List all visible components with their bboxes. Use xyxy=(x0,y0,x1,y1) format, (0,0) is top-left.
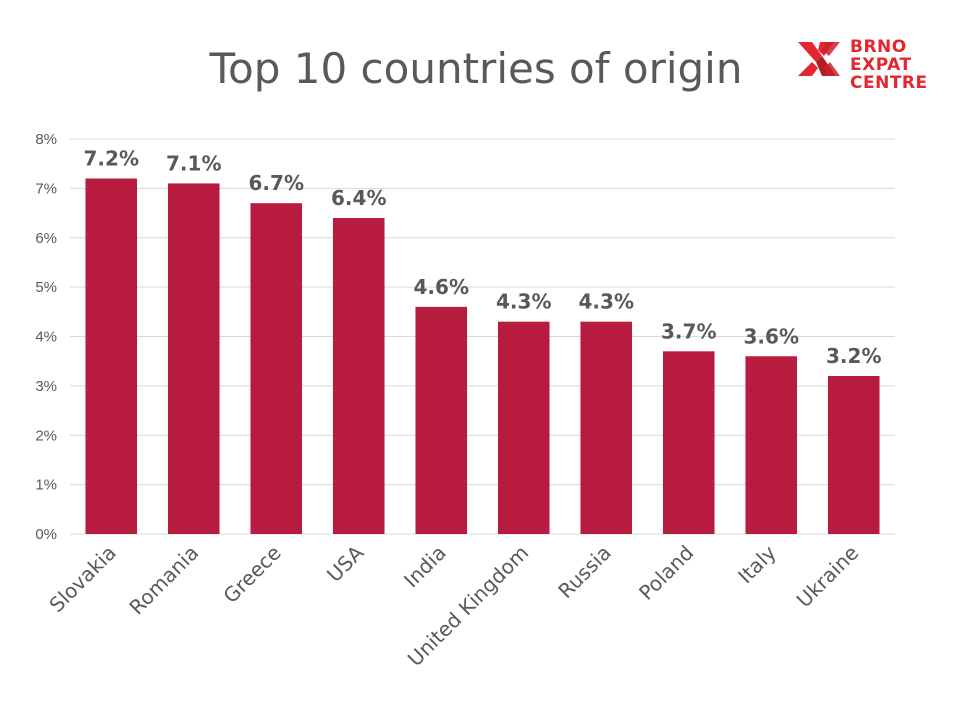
bar xyxy=(415,306,468,534)
y-tick-label: 3% xyxy=(35,378,57,395)
bar xyxy=(827,376,880,534)
x-tick-label: Romania xyxy=(124,541,203,620)
data-label: 4.3% xyxy=(496,290,551,314)
data-label: 7.2% xyxy=(84,147,139,171)
data-label: 6.4% xyxy=(331,186,386,210)
y-axis-ticks: 0% 1% 2% 3% 4% 5% 6% 7% 8% xyxy=(35,131,57,543)
bar xyxy=(332,218,385,534)
y-tick-label: 8% xyxy=(35,131,57,148)
y-tick-label: 1% xyxy=(35,477,57,494)
logo-mark-icon xyxy=(798,42,840,76)
y-tick-label: 2% xyxy=(35,427,57,444)
y-tick-label: 6% xyxy=(35,230,57,247)
x-tick-label: Russia xyxy=(553,541,615,603)
x-tick-label: USA xyxy=(322,540,368,586)
data-labels: 7.2% 7.1% 6.7% 6.4% 4.6% 4.3% 4.3% 3.7% 3.6% 3.2% xyxy=(84,147,882,369)
bar xyxy=(745,356,798,534)
bar xyxy=(167,183,220,534)
y-tick-label: 0% xyxy=(35,526,57,543)
chart-title: Top 10 countries of origin xyxy=(209,44,743,93)
bar xyxy=(580,321,633,534)
logo-wordmark: BRNO EXPAT CENTRE xyxy=(850,38,928,92)
data-label: 3.6% xyxy=(744,324,799,348)
data-label: 6.7% xyxy=(249,171,304,195)
data-label: 7.1% xyxy=(166,151,221,175)
x-tick-label: Italy xyxy=(733,540,781,588)
x-tick-label: Greece xyxy=(218,541,285,608)
y-tick-label: 4% xyxy=(35,329,57,346)
data-label: 3.2% xyxy=(826,344,881,368)
bar xyxy=(662,351,715,534)
y-tick-label: 5% xyxy=(35,279,57,296)
logo-line-2: EXPAT xyxy=(850,55,912,75)
logo-line-1: BRNO xyxy=(850,37,907,57)
brno-expat-centre-logo: BRNO EXPAT CENTRE xyxy=(796,38,946,100)
bar xyxy=(250,203,303,534)
data-label: 4.3% xyxy=(579,290,634,314)
x-tick-label: Ukraine xyxy=(792,541,864,613)
bar xyxy=(85,178,138,534)
data-label: 3.7% xyxy=(661,319,716,343)
data-label: 4.6% xyxy=(414,275,469,299)
x-tick-label: India xyxy=(399,541,451,593)
bars xyxy=(85,178,880,534)
x-tick-label: Poland xyxy=(634,541,698,605)
x-tick-label: Slovakia xyxy=(44,541,120,617)
y-tick-label: 7% xyxy=(35,180,57,197)
bar xyxy=(497,321,550,534)
logo-line-3: CENTRE xyxy=(850,73,928,93)
